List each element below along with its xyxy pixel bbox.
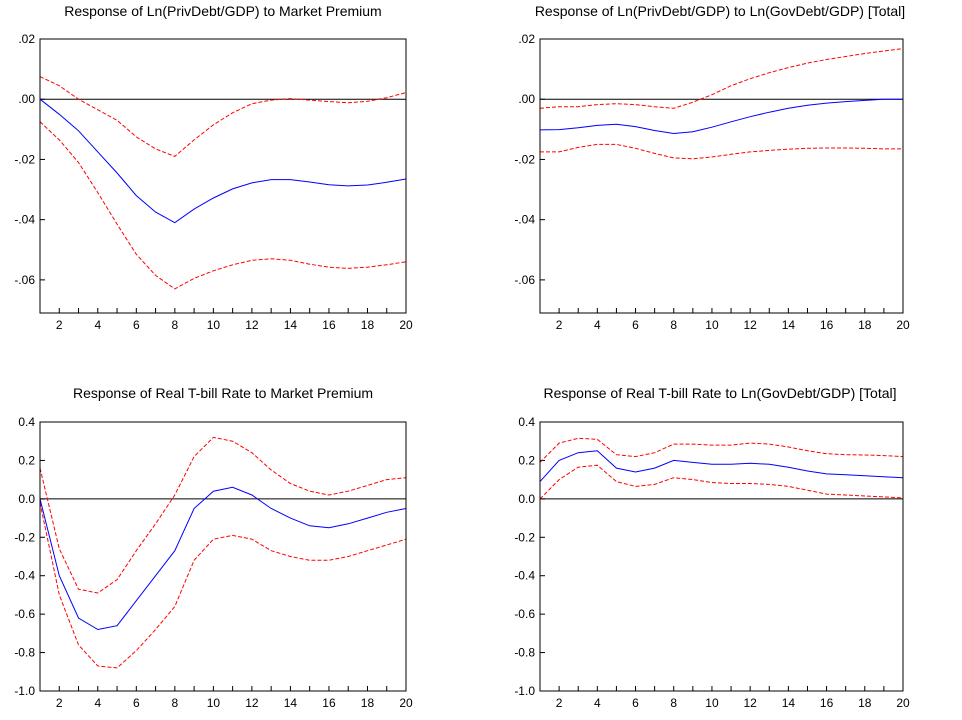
y-tick-label: -0.6	[514, 607, 535, 621]
y-tick-label: -.02	[14, 152, 35, 166]
y-tick-label: -.04	[514, 213, 535, 227]
y-tick-label: -0.2	[14, 530, 35, 544]
x-tick-label: 18	[858, 318, 872, 332]
x-tick-label: 8	[171, 318, 178, 332]
plot-area: 0.4 0.2 0.0 -0.2 -0.4 -0.6 -0.8 -1.0 2 4 6 8 10 12 14 1…	[514, 415, 910, 710]
y-tick-label: -0.4	[14, 569, 35, 583]
x-tick-label: 6	[632, 318, 639, 332]
y-tick-label: -.04	[14, 213, 35, 227]
y-tick-label: -0.2	[514, 530, 535, 544]
response-line	[539, 450, 904, 482]
y-tick-label: -1.0	[14, 684, 35, 698]
x-tick-label: 4	[594, 696, 601, 710]
x-tick-label: 20	[399, 318, 413, 332]
upper-confidence-band	[39, 76, 407, 157]
x-tick-label: 10	[207, 696, 221, 710]
x-tick-label: 10	[207, 318, 221, 332]
upper-confidence-band	[539, 48, 904, 109]
x-tick-label: 18	[858, 696, 872, 710]
plot-frame	[39, 38, 407, 314]
panel-tbill-to-market-premium: Response of Real T-bill Rate to Market P…	[14, 385, 413, 710]
x-tick-label: 2	[56, 318, 63, 332]
x-tick-label: 10	[705, 318, 719, 332]
x-tick-label: 12	[245, 318, 259, 332]
response-line	[39, 98, 407, 224]
plot-area: .02 .00 -.02 -.04 -.06 2 4 6 8 10 12 14 16 18 20	[514, 32, 910, 332]
x-tick-label: 14	[782, 318, 796, 332]
x-tick-label: 14	[284, 696, 298, 710]
x-tick-label: 8	[171, 696, 178, 710]
x-tick-label: 6	[133, 696, 140, 710]
chart-title: Response of Real T-bill Rate to Market P…	[73, 385, 373, 401]
x-tick-label: 12	[743, 318, 757, 332]
x-tick-label: 6	[632, 696, 639, 710]
y-tick-label: .02	[518, 32, 535, 46]
upper-confidence-band	[39, 436, 407, 594]
x-tick-label: 6	[133, 318, 140, 332]
plot-area: 0.4 0.2 0.0 -0.2 -0.4 -0.6 -0.8 -1.0 2 4 6 8 10 12 14 1…	[14, 415, 413, 710]
y-tick-label: -.06	[514, 273, 535, 287]
x-tick-label: 12	[743, 696, 757, 710]
y-tick-label: -0.8	[14, 646, 35, 660]
x-tick-label: 14	[782, 696, 796, 710]
y-tick-label: 0.0	[518, 492, 535, 506]
y-tick-label: .00	[518, 92, 535, 106]
plot-frame	[539, 421, 904, 692]
upper-confidence-band	[539, 437, 904, 463]
y-tick-label: -0.6	[14, 607, 35, 621]
x-tick-label: 20	[896, 318, 910, 332]
lower-confidence-band	[540, 143, 903, 160]
lower-confidence-band	[39, 502, 407, 669]
chart-title: Response of Ln(PrivDebt/GDP) to Ln(GovDe…	[535, 3, 905, 19]
x-tick-label: 16	[820, 696, 834, 710]
y-tick-label: 0.4	[18, 415, 35, 429]
x-tick-label: 16	[820, 318, 834, 332]
panel-privdebt-to-market-premium: Response of Ln(PrivDebt/GDP) to Market P…	[14, 3, 413, 332]
y-tick-label: 0.2	[518, 453, 535, 467]
lower-confidence-band	[39, 121, 407, 290]
plot-frame	[539, 38, 904, 314]
panel-tbill-to-govdebt: Response of Real T-bill Rate to Ln(GovDe…	[514, 385, 910, 710]
x-tick-label: 10	[705, 696, 719, 710]
chart-title: Response of Real T-bill Rate to Ln(GovDe…	[543, 385, 896, 401]
x-tick-label: 2	[556, 696, 563, 710]
x-tick-label: 18	[361, 696, 375, 710]
x-tick-label: 20	[896, 696, 910, 710]
y-tick-label: .00	[18, 92, 35, 106]
plot-area: .02 .00 -.02 -.04 -.06 2 4 6 8 10 12 14 16 18 20	[14, 32, 413, 332]
y-tick-label: -1.0	[514, 684, 535, 698]
x-tick-label: 18	[361, 318, 375, 332]
x-tick-label: 14	[284, 318, 298, 332]
plot-frame	[39, 421, 407, 692]
x-tick-label: 4	[594, 318, 601, 332]
response-line	[539, 98, 903, 135]
y-tick-label: 0.0	[18, 492, 35, 506]
y-tick-label: -.06	[14, 273, 35, 287]
x-tick-label: 4	[94, 318, 101, 332]
y-tick-label: -.02	[514, 152, 535, 166]
x-tick-label: 8	[670, 318, 677, 332]
lower-confidence-band	[539, 464, 904, 500]
response-line	[39, 486, 407, 631]
x-tick-label: 12	[245, 696, 259, 710]
x-tick-label: 8	[670, 696, 677, 710]
x-tick-label: 4	[94, 696, 101, 710]
y-tick-label: -0.8	[514, 646, 535, 660]
chart-title: Response of Ln(PrivDebt/GDP) to Market P…	[64, 3, 381, 19]
y-tick-label: 0.4	[518, 415, 535, 429]
y-tick-label: 0.2	[18, 453, 35, 467]
x-tick-label: 2	[556, 318, 563, 332]
x-tick-label: 16	[322, 696, 336, 710]
x-tick-label: 2	[56, 696, 63, 710]
x-tick-label: 20	[399, 696, 413, 710]
y-tick-label: .02	[18, 32, 35, 46]
x-tick-label: 16	[322, 318, 336, 332]
y-tick-label: -0.4	[514, 569, 535, 583]
panel-privdebt-to-govdebt: Response of Ln(PrivDebt/GDP) to Ln(GovDe…	[514, 3, 910, 332]
